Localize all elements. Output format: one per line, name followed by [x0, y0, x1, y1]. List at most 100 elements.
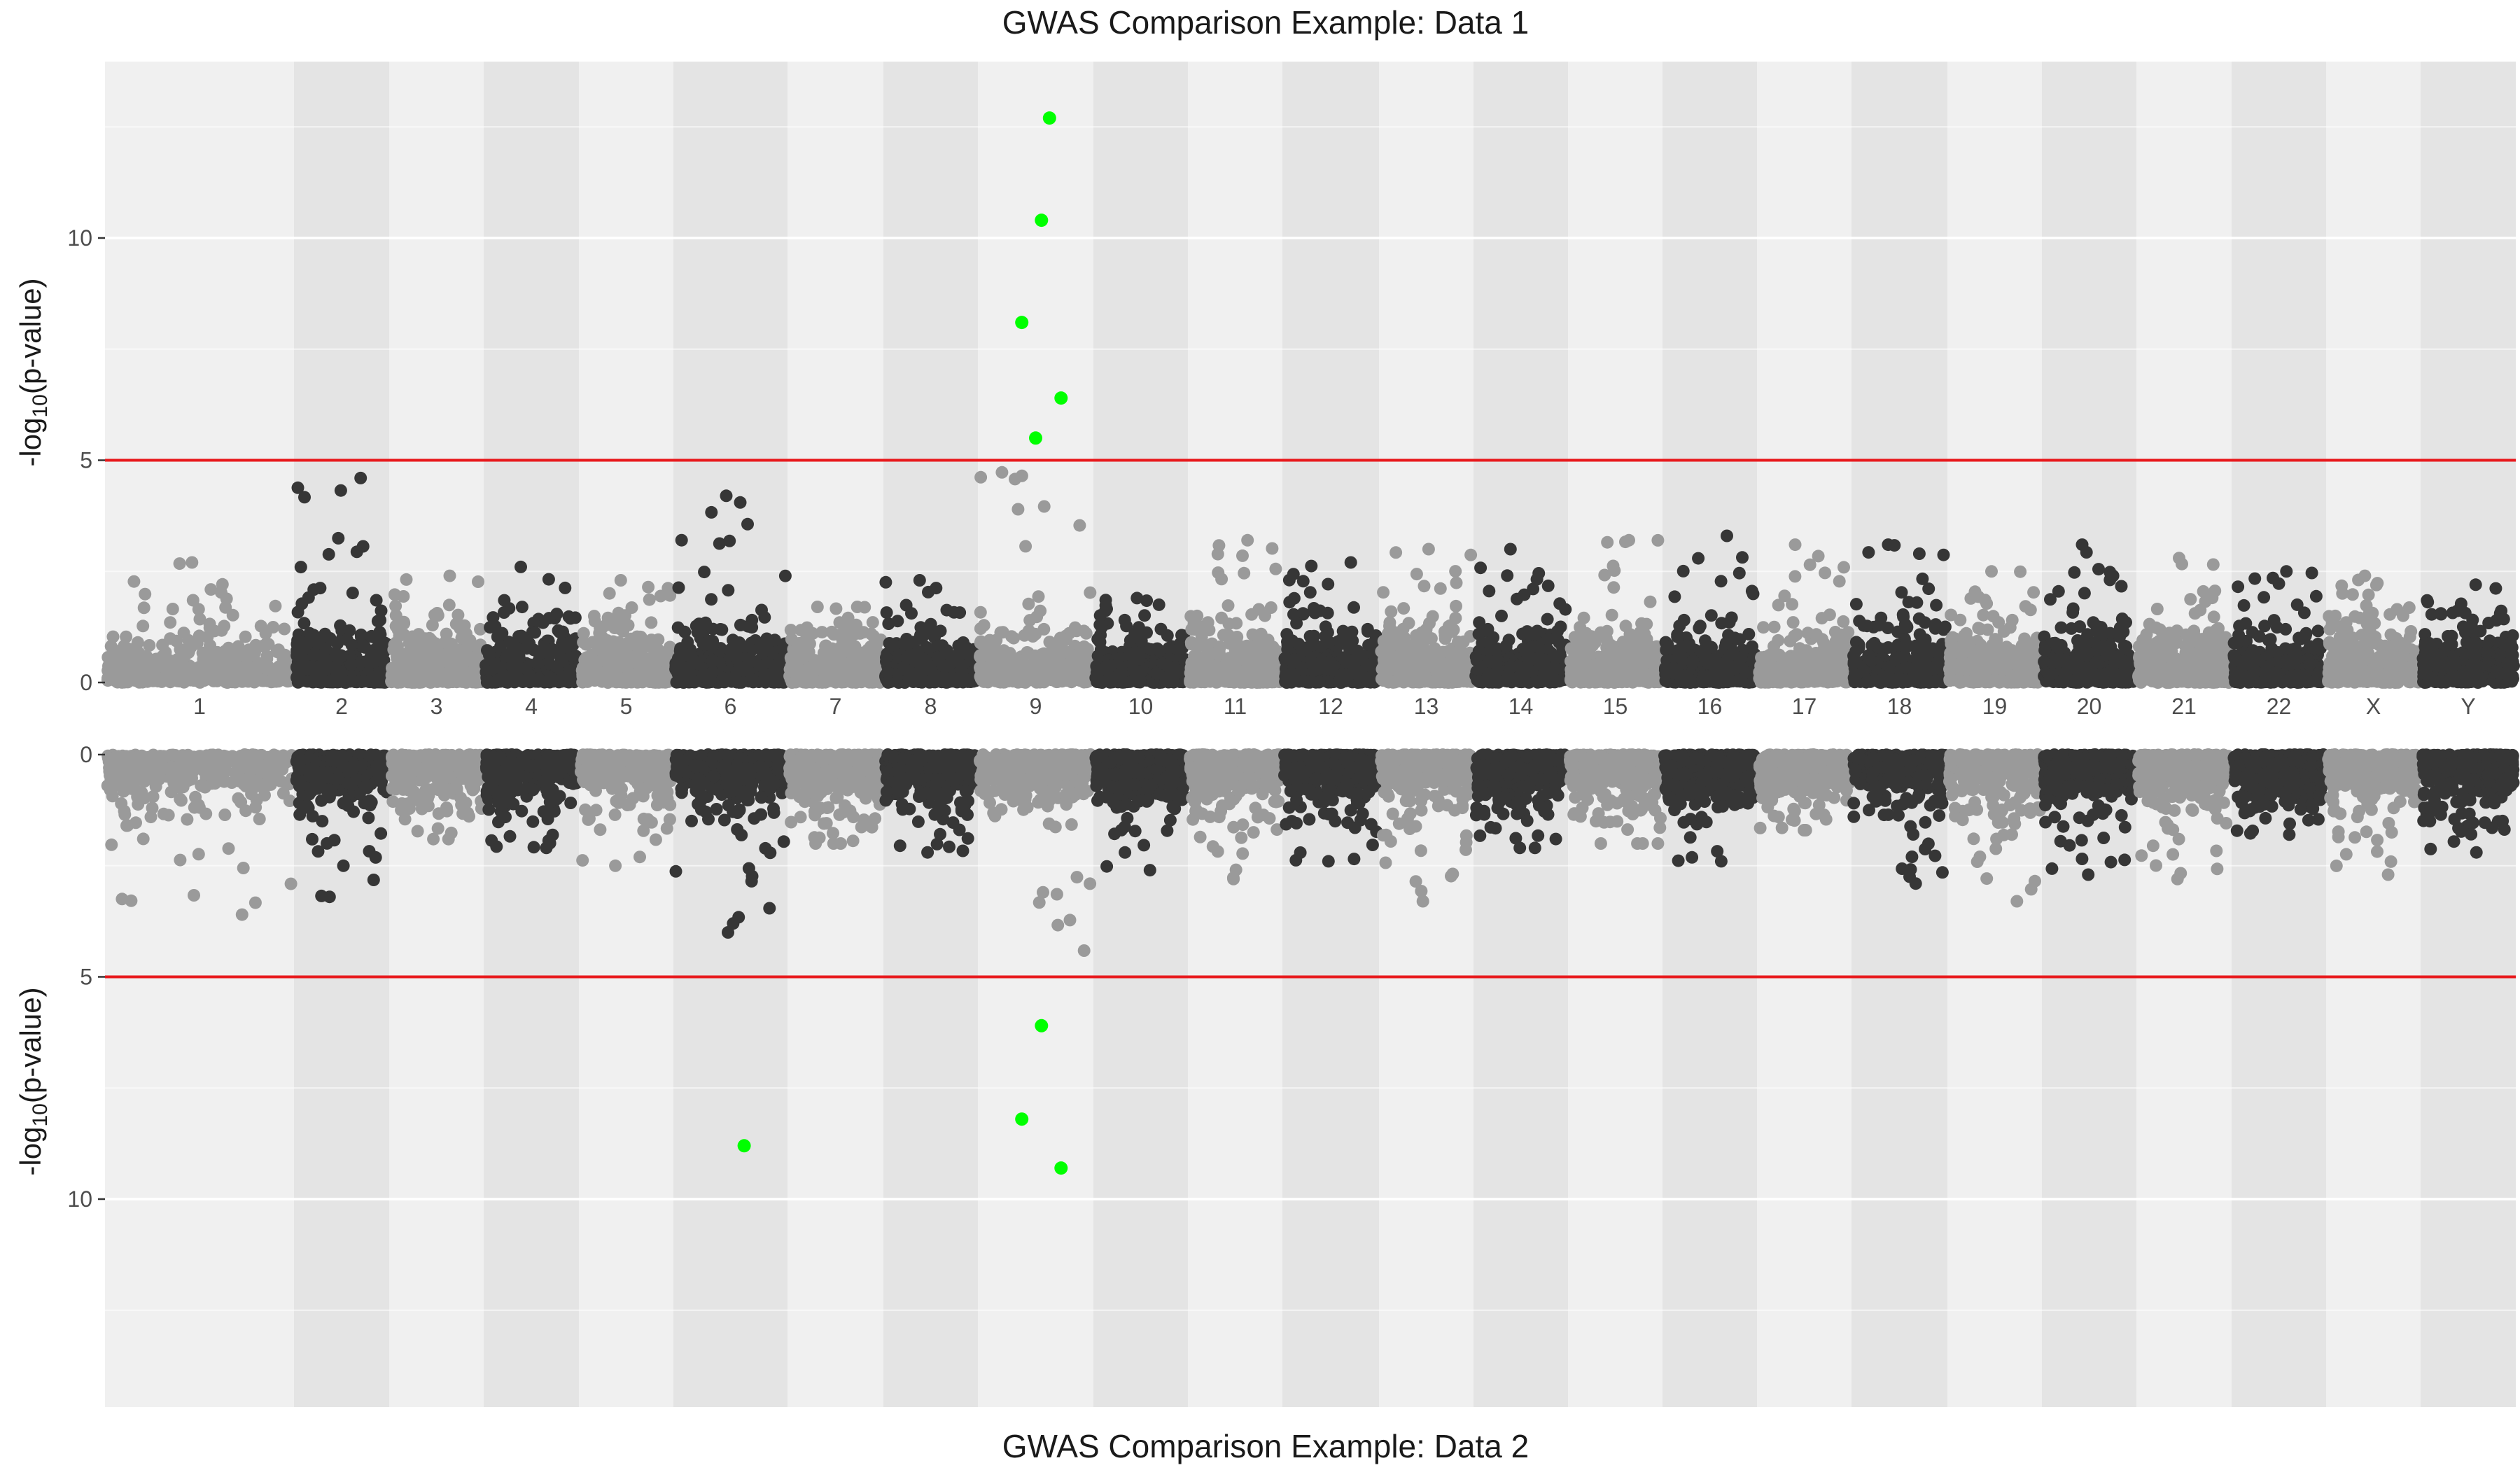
top-snp-point: [1077, 648, 1090, 662]
top-band-chr-5: [579, 62, 673, 682]
top-snp-point: [162, 672, 175, 685]
top-snp-point: [455, 631, 468, 645]
top-snp-point: [278, 622, 291, 636]
top-snp-point: [143, 639, 156, 652]
top-snp-point: [1191, 609, 1204, 622]
top-snp-point: [940, 603, 953, 617]
top-snp-point: [137, 601, 150, 615]
top-snp-point: [615, 610, 628, 624]
top-snp-point: [1019, 540, 1032, 553]
top-snp-point: [643, 593, 656, 606]
top-snp-point: [759, 676, 772, 689]
bottom-band-chr-14: [1474, 755, 1568, 1407]
top-snp-point: [911, 654, 924, 668]
top-band-chr-4: [484, 62, 579, 682]
top-snp-point: [905, 607, 918, 620]
top-snp-point: [855, 626, 868, 639]
top-snp-point: [1095, 621, 1108, 634]
top-snp-point: [1033, 676, 1046, 689]
top-snp-point: [118, 662, 131, 676]
top-snp-point: [1070, 673, 1083, 685]
top-snp-point: [944, 673, 957, 685]
bottom-band-chr-19: [1947, 755, 2042, 1407]
top-snp-point: [371, 672, 384, 685]
top-snp-point: [1307, 602, 1320, 615]
top-snp-point: [869, 648, 882, 662]
top-snp-point: [926, 628, 939, 641]
top-snp-point: [204, 583, 218, 596]
top-snp-point: [734, 618, 747, 631]
top-snp-point: [528, 626, 542, 639]
top-snp-point: [718, 672, 732, 685]
top-snp-point: [811, 601, 824, 613]
top-snp-point: [1266, 542, 1279, 555]
top-snp-point: [186, 594, 200, 607]
top-snp-point: [1221, 668, 1234, 682]
top-snp-point: [332, 531, 345, 545]
top-snp-point: [298, 491, 311, 504]
top-snp-point: [642, 580, 655, 594]
top-snp-point: [345, 638, 358, 652]
top-snp-point: [370, 594, 383, 607]
top-snp-point: [888, 638, 901, 652]
top-snp-point: [1222, 599, 1235, 612]
bottom-band-chr-22: [2232, 755, 2326, 1407]
top-snp-point: [747, 673, 760, 687]
top-snp-point: [995, 465, 1009, 479]
top-snp-point: [514, 662, 526, 675]
top-snp-point: [587, 610, 601, 623]
top-snp-point: [551, 660, 564, 673]
top-snp-point: [307, 648, 321, 662]
top-snp-point: [357, 675, 370, 688]
top-snp-point: [706, 622, 720, 636]
top-snp-point: [426, 637, 439, 650]
top-snp-point: [239, 630, 252, 643]
top-snp-point: [980, 662, 993, 675]
top-snp-point: [1228, 643, 1242, 657]
top-peak-point-chr-10: [1130, 592, 1144, 605]
top-snp-point: [1154, 622, 1168, 636]
top-snp-point: [131, 636, 144, 649]
top-snp-point: [603, 658, 616, 671]
top-snp-point: [1282, 573, 1296, 587]
top-snp-point: [741, 517, 754, 531]
top-snp-point: [879, 575, 892, 589]
top-snp-point: [899, 664, 913, 677]
top-snp-point: [177, 626, 190, 640]
snp-points: [101, 465, 2520, 957]
top-snp-point: [738, 640, 752, 654]
top-snp-point: [221, 649, 234, 662]
top-snp-point: [1266, 640, 1280, 654]
top-band-chr-17: [1757, 62, 1851, 682]
top-snp-point: [1191, 649, 1203, 662]
top-snp-point: [636, 675, 649, 688]
bottom-band-chr-15: [1568, 755, 1662, 1407]
top-snp-point: [713, 537, 726, 550]
top-snp-point: [1126, 674, 1139, 687]
top-snp-point: [515, 601, 528, 614]
top-snp-point: [1015, 668, 1028, 681]
top-snp-point: [997, 662, 1010, 675]
top-snp-point: [1056, 633, 1069, 645]
top-snp-point: [1113, 668, 1126, 680]
top-snp-point: [833, 616, 846, 629]
top-snp-point: [830, 602, 843, 615]
top-snp-point: [698, 566, 711, 579]
top-snp-point: [104, 640, 118, 653]
bottom-band-chr-16: [1662, 755, 1757, 1407]
top-snp-point: [594, 672, 608, 685]
top-snp-point: [166, 603, 179, 615]
top-snp-point: [451, 643, 464, 657]
top-snp-point: [1073, 519, 1086, 532]
top-snp-point: [1236, 549, 1249, 562]
top-snp-point: [262, 638, 275, 651]
top-peak-point-chr-4: [514, 560, 527, 573]
top-snp-point: [1150, 667, 1163, 680]
top-snp-point: [334, 484, 347, 497]
top-snp-point: [1015, 469, 1028, 482]
top-snp-point: [568, 611, 582, 624]
top-snp-point: [699, 670, 712, 683]
top-snp-point: [1037, 500, 1051, 513]
top-snp-point: [267, 666, 281, 679]
